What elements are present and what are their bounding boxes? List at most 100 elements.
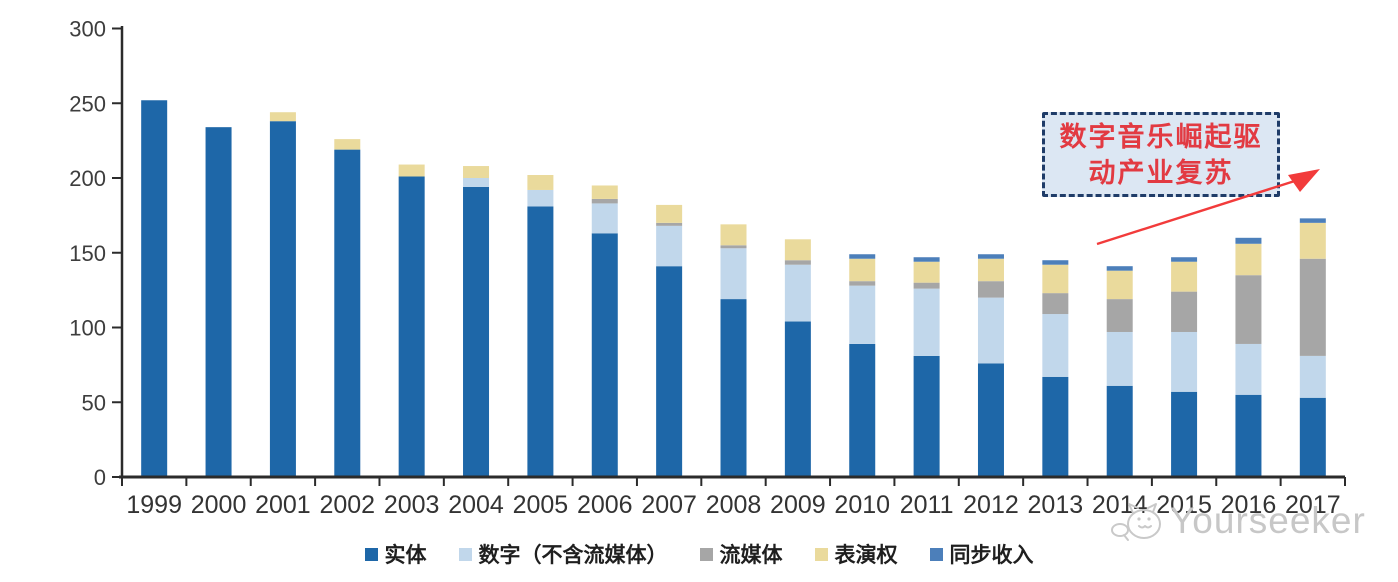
- bar-segment: [1106, 299, 1133, 332]
- legend-item-2: 数字（不含流媒体）: [458, 539, 668, 569]
- y-tick-label: 250: [69, 91, 106, 116]
- bar-segment: [656, 266, 683, 477]
- x-tick-label: 2000: [191, 491, 247, 519]
- x-tick-label: 2011: [900, 491, 954, 519]
- bar-segment: [591, 185, 618, 199]
- bar-segment: [334, 139, 361, 150]
- y-tick-label: 0: [94, 465, 106, 490]
- bar-segment: [720, 299, 747, 477]
- bar-segment: [977, 363, 1004, 477]
- bar-segment: [591, 233, 618, 477]
- legend-item-1: 实体: [364, 539, 427, 569]
- bar-segment: [1042, 293, 1069, 315]
- bar-segment: [1106, 385, 1133, 477]
- bar-segment: [141, 100, 168, 477]
- bar-segment: [913, 355, 940, 477]
- bar-segment: [656, 225, 683, 267]
- x-tick-label: 2015: [1156, 491, 1212, 519]
- legend-item-5: 同步收入: [929, 539, 1034, 569]
- bar-segment: [720, 245, 747, 249]
- bar-segment: [977, 258, 1004, 282]
- bar-segment: [1299, 397, 1326, 477]
- bar-segment: [1299, 218, 1326, 223]
- x-tick-label: 2009: [770, 491, 826, 519]
- legend-label: 流媒体: [719, 543, 783, 567]
- bar-segment: [463, 186, 490, 477]
- bar-segment: [591, 203, 618, 234]
- bar-segment: [269, 121, 296, 477]
- x-tick-label: 2003: [384, 491, 440, 519]
- legend-label: 表演权: [834, 543, 898, 567]
- bar-segment: [1042, 376, 1069, 477]
- x-tick-label: 2001: [255, 491, 311, 519]
- legend-marker: [929, 547, 943, 561]
- x-tick-label: 2008: [706, 491, 762, 519]
- bar-segment: [463, 166, 490, 178]
- x-tick-label: 2002: [319, 491, 375, 519]
- bar-segment: [527, 189, 554, 207]
- bar-segment: [1171, 291, 1198, 332]
- bar-segment: [849, 285, 876, 344]
- bar-segment: [1171, 261, 1198, 292]
- x-tick-label: 2016: [1221, 491, 1277, 519]
- x-tick-label: 2005: [513, 491, 569, 519]
- bar-segment: [398, 176, 425, 477]
- legend-label: 数字（不含流媒体）: [478, 543, 668, 567]
- legend-marker: [814, 547, 828, 561]
- x-tick-label: 2004: [448, 491, 504, 519]
- bar-segment: [591, 198, 618, 204]
- y-tick-label: 50: [82, 390, 106, 415]
- bar-segment: [1235, 243, 1262, 276]
- y-tick-label: 300: [69, 17, 106, 42]
- x-tick-label: 2013: [1028, 491, 1084, 519]
- legend: 实体 数字（不含流媒体） 流媒体 表演权 同步收入: [0, 540, 1398, 568]
- bar-segment: [1042, 314, 1069, 377]
- bar-segment: [1106, 266, 1133, 271]
- legend-item-4: 表演权: [814, 539, 898, 569]
- bar-segment: [656, 204, 683, 223]
- bar-segment: [849, 254, 876, 259]
- bar-segment: [977, 281, 1004, 298]
- annotation-line2: 动产业复苏: [1088, 157, 1234, 188]
- bar-segment: [1299, 258, 1326, 356]
- bar-segment: [849, 281, 876, 286]
- legend-marker: [458, 547, 472, 561]
- bar-segment: [1171, 331, 1198, 392]
- legend-label: 同步收入: [949, 543, 1034, 567]
- bar-segment: [656, 222, 683, 226]
- bar-segment: [913, 257, 940, 262]
- legend-marker: [699, 547, 713, 561]
- bar-segment: [977, 297, 1004, 364]
- bar-segment: [205, 127, 232, 478]
- legend-label: 实体: [384, 543, 427, 567]
- bar-segment: [784, 264, 811, 322]
- bar-segment: [1235, 237, 1262, 244]
- x-tick-label: 1999: [126, 491, 182, 519]
- bar-segment: [977, 254, 1004, 259]
- bar-segment: [1299, 222, 1326, 259]
- bar-segment: [527, 175, 554, 190]
- bar-segment: [784, 321, 811, 477]
- bar-segment: [1235, 343, 1262, 395]
- bar-segment: [1171, 257, 1198, 262]
- x-tick-label: 2017: [1285, 491, 1341, 519]
- bar-segment: [720, 248, 747, 300]
- annotation-callout: 数字音乐崛起驱 动产业复苏: [1042, 112, 1280, 197]
- bar-segment: [1299, 355, 1326, 398]
- bar-segment: [720, 224, 747, 246]
- bar-segment: [1042, 264, 1069, 294]
- x-tick-label: 2006: [577, 491, 633, 519]
- legend-marker: [364, 547, 378, 561]
- bar-segment: [849, 258, 876, 282]
- bar-segment: [1042, 260, 1069, 265]
- y-tick-label: 150: [69, 241, 106, 266]
- x-tick-label: 2014: [1092, 491, 1148, 519]
- bar-segment: [1235, 394, 1262, 477]
- x-tick-label: 2007: [641, 491, 697, 519]
- y-tick-label: 100: [69, 316, 106, 341]
- bar-segment: [849, 343, 876, 477]
- bar-segment: [1106, 331, 1133, 386]
- bar-segment: [398, 164, 425, 177]
